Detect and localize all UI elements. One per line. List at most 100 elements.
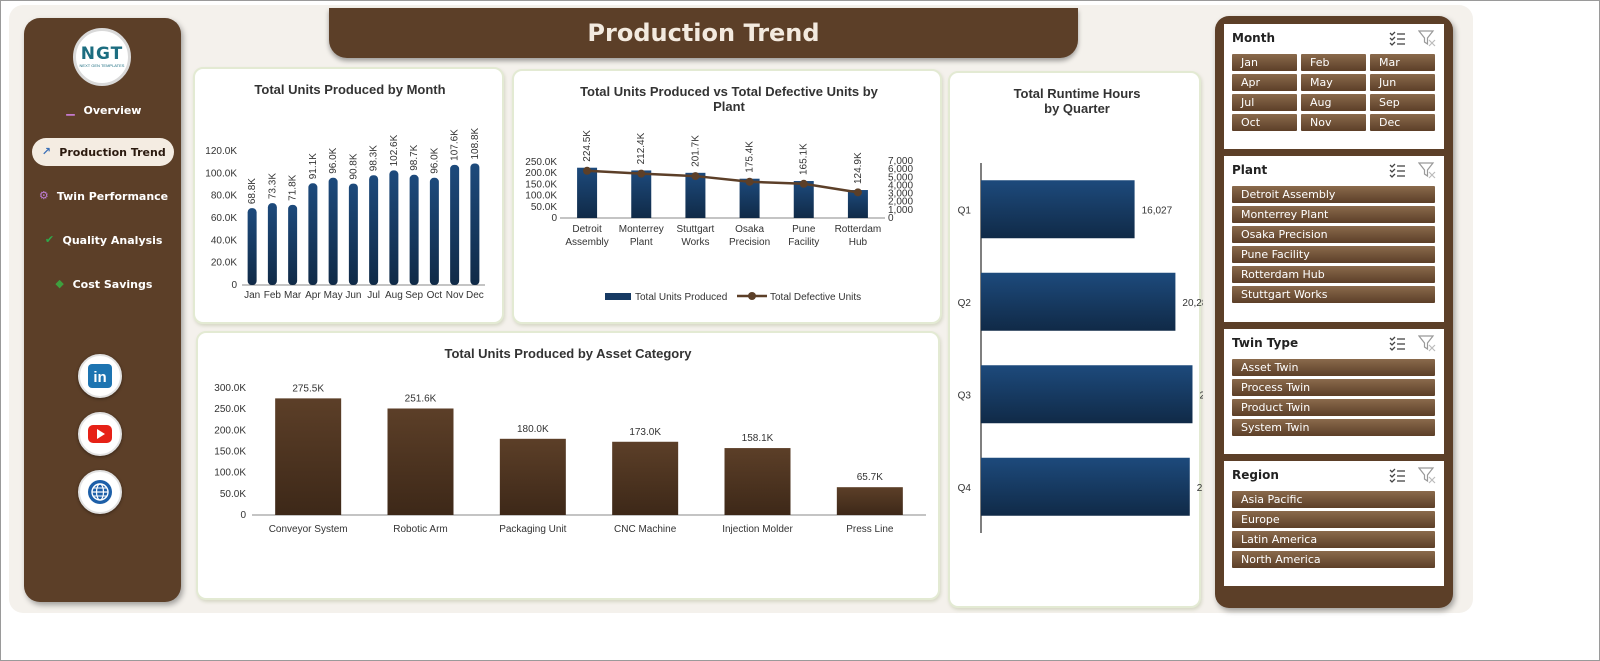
youtube-button[interactable] (78, 412, 122, 456)
y-tick-label: 120.0K (205, 146, 237, 157)
bar-feb (267, 203, 277, 285)
multi-select-icon[interactable] (1388, 161, 1406, 179)
multi-select-icon[interactable] (1388, 29, 1406, 47)
slicer-item-europe[interactable]: Europe (1232, 511, 1435, 528)
slicer-item-stuttgart-works[interactable]: Stuttgart Works (1232, 286, 1435, 303)
y-tick-label: 0 (551, 213, 557, 224)
clear-filter-icon[interactable] (1418, 161, 1436, 179)
nav-label: Twin Performance (56, 189, 169, 203)
slicer-item-asset-twin[interactable]: Asset Twin (1232, 359, 1435, 376)
y-tick-label: 20.0K (211, 258, 237, 269)
slicer-item-process-twin[interactable]: Process Twin (1232, 379, 1435, 396)
nav-twin-performance[interactable]: ⚙ Twin Performance (32, 182, 174, 210)
slicer-item-jan[interactable]: Jan (1232, 54, 1297, 71)
linkedin-button[interactable]: in (78, 354, 122, 398)
bar-conveyor-system (275, 398, 342, 515)
slicer-item-nov[interactable]: Nov (1301, 114, 1366, 131)
slicer-item-detroit-assembly[interactable]: Detroit Assembly (1232, 186, 1435, 203)
chart-units-vs-defects-svg: Total Units Produced vs Total Defective … (525, 84, 913, 303)
slicer-item-mar[interactable]: Mar (1370, 54, 1435, 71)
nav-quality-analysis[interactable]: ✔ Quality Analysis (32, 226, 174, 254)
gear-icon: ⚙ (38, 189, 49, 202)
nav-overview[interactable]: ▁ Overview (32, 96, 174, 124)
x-tick-label: Works (681, 237, 709, 248)
data-label: 96.0K (328, 147, 339, 173)
data-label: 108.8K (470, 127, 481, 159)
y-tick-label: 50.0K (531, 202, 557, 213)
x-tick-label: Packaging Unit (499, 524, 566, 535)
data-label: 107.6K (450, 129, 461, 161)
slicer-item-jun[interactable]: Jun (1370, 74, 1435, 91)
y-tick-label: 200.0K (525, 168, 557, 179)
y2-tick-label: 3,000 (888, 189, 913, 200)
x-tick-label: CNC Machine (614, 524, 677, 535)
slicer-item-system-twin[interactable]: System Twin (1232, 419, 1435, 436)
slicer-item-pune-facility[interactable]: Pune Facility (1232, 246, 1435, 263)
chart-title: Total Units Produced vs Total Defective … (580, 84, 879, 114)
x-tick-label: Oct (427, 290, 443, 301)
slicer-item-monterrey-plant[interactable]: Monterrey Plant (1232, 206, 1435, 223)
data-label: 180.0K (517, 424, 549, 435)
slicer-item-sep[interactable]: Sep (1370, 94, 1435, 111)
slicer-item-product-twin[interactable]: Product Twin (1232, 399, 1435, 416)
slicer-item-north-america[interactable]: North America (1232, 551, 1435, 568)
data-label: 98.3K (369, 145, 380, 171)
logo-text: NGT (80, 44, 124, 64)
chart-title: Total Runtime Hours by Quarter (1014, 86, 1141, 116)
multi-select-icon[interactable] (1388, 334, 1406, 352)
slicer-item-oct[interactable]: Oct (1232, 114, 1297, 131)
slicer-item-osaka-precision[interactable]: Osaka Precision (1232, 226, 1435, 243)
bar-oct (429, 177, 439, 285)
bar-nov (450, 164, 460, 285)
slicer-title: Region (1232, 468, 1279, 482)
y2-tick-label: 4,000 (888, 180, 913, 191)
point-stuttgart-works (691, 172, 700, 181)
y-tick-label: Q3 (958, 390, 972, 401)
slicer-item-jul[interactable]: Jul (1232, 94, 1297, 111)
bar-chart-icon: ▁ (66, 103, 75, 116)
slicer-item-aug[interactable]: Aug (1301, 94, 1366, 111)
data-label: 275.5K (292, 383, 324, 394)
point-detroit-assembly (583, 166, 592, 175)
x-tick-label: Stuttgart (677, 224, 715, 235)
bar-osaka-precision (739, 178, 760, 218)
bar-monterrey-plant (631, 170, 652, 218)
chart-runtime-by-quarter-svg: Total Runtime Hours by Quarter Q1 16,027 Q2 2… (958, 86, 1203, 533)
data-label: 71.8K (288, 174, 299, 200)
website-button[interactable] (78, 470, 122, 514)
bar-q2 (981, 272, 1176, 331)
legend-label-defects: Total Defective Units (770, 292, 861, 303)
slicer-item-may[interactable]: May (1301, 74, 1366, 91)
slicer-item-rotterdam-hub[interactable]: Rotterdam Hub (1232, 266, 1435, 283)
slicer-item-dec[interactable]: Dec (1370, 114, 1435, 131)
y-tick-label: 40.0K (211, 235, 237, 246)
multi-select-icon[interactable] (1388, 466, 1406, 484)
x-tick-label: Rotterdam (835, 224, 882, 235)
data-label: 102.6K (389, 134, 400, 166)
line-chart-icon: ↗ (41, 145, 51, 158)
data-label: 165.1K (799, 143, 810, 175)
slicer-item-latin-america[interactable]: Latin America (1232, 531, 1435, 548)
bar-robotic-arm (387, 408, 454, 515)
clear-filter-icon[interactable] (1418, 29, 1436, 47)
x-tick-label: Jan (244, 290, 260, 301)
bar-q3 (981, 365, 1193, 424)
nav-cost-savings[interactable]: ◆ Cost Savings (32, 270, 174, 298)
slicer-item-feb[interactable]: Feb (1301, 54, 1366, 71)
bar-apr (308, 183, 318, 285)
chart-title: Total Units Produced by Asset Category (444, 346, 692, 361)
linkedin-icon: in (88, 364, 112, 388)
x-tick-label: Pune (792, 224, 816, 235)
slicer-item-asia-pacific[interactable]: Asia Pacific (1232, 491, 1435, 508)
slicer-plant: Plant Detroit Assembly Monterrey Plant Osak… (1224, 156, 1444, 322)
x-tick-label: Injection Molder (722, 524, 793, 535)
y2-tick-label: 2,000 (888, 197, 913, 208)
nav-production-trend[interactable]: ↗ Production Trend (32, 138, 174, 166)
y2-tick-label: 0 (888, 213, 894, 224)
x-tick-label: Precision (729, 237, 770, 248)
y-tick-label: Q2 (958, 298, 972, 309)
y-tick-label: 60.0K (211, 213, 237, 224)
clear-filter-icon[interactable] (1418, 334, 1436, 352)
slicer-item-apr[interactable]: Apr (1232, 74, 1297, 91)
clear-filter-icon[interactable] (1418, 466, 1436, 484)
